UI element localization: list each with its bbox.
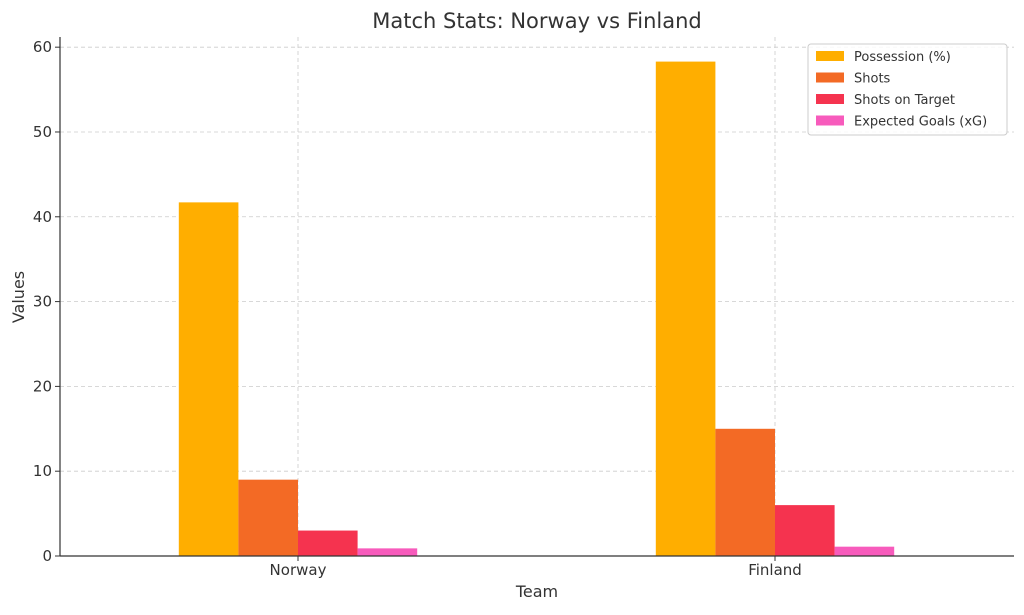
legend-label-shots-on-target: Shots on Target [854,93,955,108]
chart-title: Match Stats: Norway vs Finland [372,9,702,33]
bar-shots-on-target-norway [298,530,358,556]
y-tick-label: 50 [33,123,52,141]
bar-expected-goals-xg-norway [357,548,418,556]
bars-layer [178,61,895,556]
legend-label-possession: Possession (%) [854,50,951,65]
legend-label-shots: Shots [854,72,891,87]
y-tick-label: 60 [33,38,52,56]
axes-layer: 0 10 20 30 40 50 60 Norway Finland [33,37,1014,579]
x-tick-label-norway: Norway [270,561,327,579]
bar-shots-norway [238,479,298,556]
legend-swatch-possession [816,51,844,61]
bar-shots-on-target-finland [775,505,835,556]
legend-swatch-expected-goals-xg [816,115,844,126]
legend-swatch-shots [816,72,844,83]
x-axis-label: Team [515,582,558,601]
bar-expected-goals-xg-finland [834,546,895,556]
bar-shots-finland [715,428,775,556]
bar-possession-norway [178,202,239,556]
legend: Possession (%) Shots Shots on Target Expect… [807,43,1008,136]
y-axis-label: Values [9,271,28,323]
y-tick-label: 40 [33,208,52,226]
x-tick-label-finland: Finland [748,561,802,579]
bar-possession-finland [655,61,716,556]
legend-swatch-shots-on-target [816,94,844,104]
y-tick-label: 10 [33,462,52,480]
legend-label-expected-goals-xg: Expected Goals (xG) [854,115,987,130]
y-tick-label: 30 [33,293,52,311]
y-tick-label: 0 [42,547,52,565]
legend-box [807,43,1008,136]
y-tick-label: 20 [33,377,52,395]
